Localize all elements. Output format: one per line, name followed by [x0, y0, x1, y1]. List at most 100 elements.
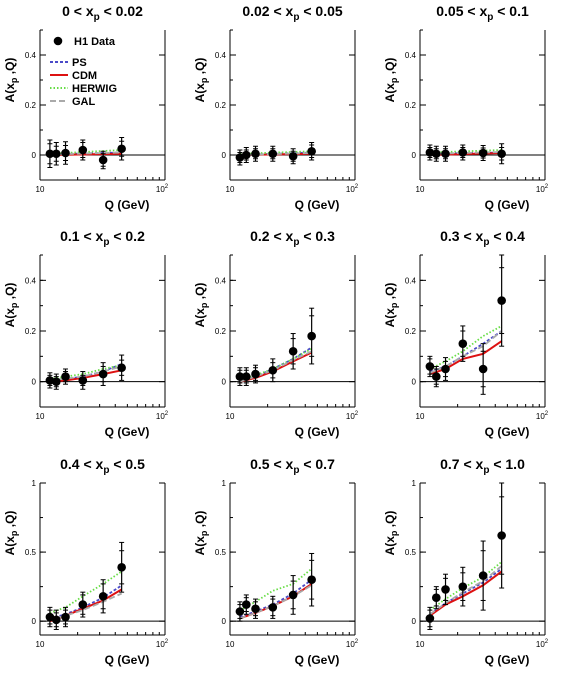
- x-tick-label: 102: [156, 411, 169, 421]
- data-point: [431, 149, 441, 159]
- x-tick-label: 10: [226, 412, 235, 421]
- data-point: [51, 377, 61, 386]
- data-point: [431, 593, 441, 602]
- curve-ps: [239, 578, 313, 618]
- data-point: [98, 592, 108, 601]
- x-tick-label: 102: [156, 639, 169, 649]
- x-axis-title: Q (GeV): [105, 198, 150, 212]
- data-point: [441, 149, 450, 159]
- y-tick-label: 0: [412, 378, 417, 387]
- y-axis-title: A(xp ,Q): [3, 511, 19, 556]
- x-axis-title: Q (GeV): [295, 425, 340, 439]
- y-axis-title: A(xp ,Q): [383, 511, 399, 556]
- x-axis-title: Q (GeV): [105, 425, 150, 439]
- data-point: [288, 346, 298, 356]
- data-point: [307, 575, 316, 585]
- x-tick-label: 10: [416, 185, 425, 194]
- data-point: [458, 339, 468, 348]
- x-tick-label: 102: [536, 184, 549, 194]
- data-point: [268, 603, 278, 612]
- legend-entry: HERWIG: [50, 83, 117, 95]
- data-point: [307, 146, 316, 156]
- data-point: [117, 144, 126, 154]
- legend-marker: [53, 36, 63, 46]
- chart-panel: 0 0.2 0.4 10 102 0.02 < xp < 0.05 A(xp ,Q) Q (G…: [193, 3, 359, 212]
- x-tick-label: 10: [226, 185, 235, 194]
- legend-entry: H1 Data: [53, 36, 116, 48]
- data-point: [51, 149, 61, 159]
- x-tick-label: 102: [536, 411, 549, 421]
- x-tick-label: 10: [36, 185, 45, 194]
- y-tick-label: 1: [222, 479, 227, 488]
- y-tick-label: 0: [222, 151, 227, 160]
- chart-panel: 0 0.5 1 10 102 0.5 < xp < 0.7 A(xp ,Q) Q (GeV): [193, 456, 359, 667]
- y-tick-label: 0.4: [405, 276, 417, 285]
- panel-title: 0.2 < xp < 0.3: [250, 228, 335, 248]
- x-axis-title: Q (GeV): [485, 653, 530, 667]
- x-tick-label: 102: [346, 639, 359, 649]
- panel-title: 0.1 < xp < 0.2: [60, 228, 145, 248]
- data-point: [78, 376, 88, 385]
- y-axis-title: A(xp ,Q): [383, 58, 399, 103]
- y-tick-label: 1: [412, 479, 417, 488]
- legend-label: PS: [72, 57, 87, 69]
- y-tick-label: 1: [32, 479, 37, 488]
- y-tick-label: 0: [222, 378, 227, 387]
- x-tick-label: 10: [36, 640, 45, 649]
- x-tick-label: 102: [156, 184, 169, 194]
- chart-panel: 0 0.2 0.4 10 102 0.2 < xp < 0.3 A(xp ,Q) Q (GeV…: [193, 228, 359, 439]
- data-point: [268, 365, 278, 375]
- data-point: [98, 155, 108, 165]
- y-tick-label: 0.5: [405, 548, 417, 557]
- data-point: [78, 145, 88, 155]
- curve-gal: [239, 350, 313, 383]
- data-point: [497, 296, 506, 305]
- legend-entry: PS: [50, 57, 87, 69]
- x-tick-label: 102: [536, 639, 549, 649]
- data-point: [307, 331, 316, 341]
- x-tick-label: 10: [226, 640, 235, 649]
- data-point: [241, 372, 251, 381]
- legend-label: H1 Data: [74, 36, 116, 48]
- y-tick-label: 0: [412, 617, 417, 626]
- chart-panel: 0 0.5 1 10 102 0.4 < xp < 0.5 A(xp ,Q) Q (GeV): [3, 456, 169, 667]
- y-tick-label: 0.2: [405, 101, 417, 110]
- y-tick-label: 0: [32, 617, 37, 626]
- chart-panel: 0 0.5 1 10 102 0.7 < xp < 1.0 A(xp ,Q) Q (GeV): [383, 456, 549, 667]
- x-axis-title: Q (GeV): [485, 198, 530, 212]
- x-tick-label: 10: [36, 412, 45, 421]
- y-tick-label: 0.5: [25, 548, 37, 557]
- y-tick-label: 0.2: [215, 327, 227, 336]
- curve-herwig: [49, 570, 123, 614]
- curve-gal: [49, 365, 122, 382]
- legend-label: GAL: [72, 96, 96, 108]
- y-axis-title: A(xp ,Q): [193, 283, 209, 328]
- panel-title: 0.5 < xp < 0.7: [250, 456, 335, 476]
- y-tick-label: 0: [222, 617, 227, 626]
- x-tick-label: 102: [346, 184, 359, 194]
- y-tick-label: 0: [32, 151, 37, 160]
- y-tick-label: 0.4: [405, 51, 417, 60]
- chart-panel: 0 0.2 0.4 10 102 0.3 < xp < 0.4 A(xp ,Q) Q (GeV…: [383, 228, 549, 439]
- data-point: [61, 372, 70, 381]
- legend-entry: CDM: [50, 70, 97, 82]
- y-axis-title: A(xp ,Q): [383, 283, 399, 328]
- curve-herwig: [429, 325, 503, 370]
- panel-title: 0.3 < xp < 0.4: [440, 228, 525, 248]
- data-point: [235, 607, 245, 616]
- y-tick-label: 0.4: [215, 276, 227, 285]
- data-point: [441, 585, 450, 594]
- data-point: [441, 364, 450, 374]
- curve-gal: [239, 584, 313, 620]
- curve-ps: [429, 330, 503, 373]
- y-axis-title: A(xp ,Q): [3, 283, 19, 328]
- data-point: [425, 362, 435, 371]
- x-tick-label: 10: [416, 640, 425, 649]
- data-point: [497, 531, 506, 540]
- x-tick-label: 10: [416, 412, 425, 421]
- x-axis-title: Q (GeV): [295, 653, 340, 667]
- data-point: [425, 148, 435, 157]
- data-point: [431, 372, 441, 381]
- data-point: [425, 614, 435, 623]
